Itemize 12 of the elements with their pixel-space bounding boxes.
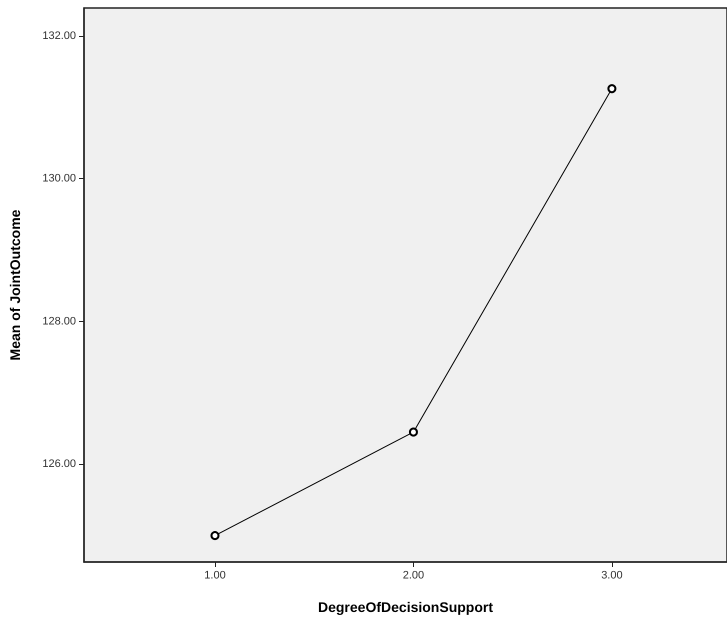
y-tick-label: 126.00 xyxy=(42,458,76,470)
x-axis-title: DegreeOfDecisionSupport xyxy=(318,599,494,615)
y-axis-title: Mean of JointOutcome xyxy=(7,209,23,360)
x-tick-label: 2.00 xyxy=(402,570,424,582)
point xyxy=(210,531,220,540)
y-tick-label: 132.00 xyxy=(42,30,76,42)
point xyxy=(408,428,418,437)
y-tick-label: 130.00 xyxy=(42,172,76,185)
x-tick-label: 3.00 xyxy=(601,570,623,582)
x-tick-label: 1.00 xyxy=(204,570,226,582)
y-tick-label: 128.00 xyxy=(42,315,76,328)
point xyxy=(607,84,616,94)
